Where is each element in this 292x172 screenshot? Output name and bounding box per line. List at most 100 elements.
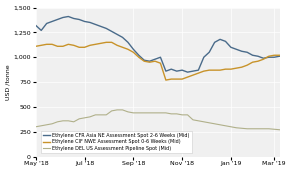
Ethylene DEL US Assessment Pipeline Spot (Mid) xyxy=(94,114,97,116)
Ethylene CFR Asia NE Assessment Spot 2-6 Weeks (Mid) xyxy=(240,50,244,52)
Ethylene DEL US Assessment Pipeline Spot (Mid) xyxy=(207,122,211,124)
Ethylene DEL US Assessment Pipeline Spot (Mid) xyxy=(61,120,65,122)
Ethylene CFR Asia NE Assessment Spot 2-6 Weeks (Mid) xyxy=(67,15,70,18)
Ethylene DEL US Assessment Pipeline Spot (Mid) xyxy=(267,128,271,130)
Ethylene CFR Asia NE Assessment Spot 2-6 Weeks (Mid) xyxy=(88,22,92,24)
Ethylene CFR Asia NE Assessment Spot 2-6 Weeks (Mid) xyxy=(234,48,238,50)
Ethylene CFR Asia NE Assessment Spot 2-6 Weeks (Mid) xyxy=(72,17,76,19)
Ethylene DEL US Assessment Pipeline Spot (Mid) xyxy=(251,128,254,130)
Ethylene CIF NWE Assessment Spot 0-6 Weeks (Mid) xyxy=(213,69,216,71)
Ethylene CIF NWE Assessment Spot 0-6 Weeks (Mid) xyxy=(115,44,119,46)
Line: Ethylene DEL US Assessment Pipeline Spot (Mid): Ethylene DEL US Assessment Pipeline Spot… xyxy=(36,110,280,130)
Ethylene CIF NWE Assessment Spot 0-6 Weeks (Mid) xyxy=(234,67,238,69)
Ethylene CIF NWE Assessment Spot 0-6 Weeks (Mid) xyxy=(94,43,97,45)
Ethylene CFR Asia NE Assessment Spot 2-6 Weeks (Mid) xyxy=(39,29,43,31)
Ethylene CIF NWE Assessment Spot 0-6 Weeks (Mid) xyxy=(229,68,233,70)
Ethylene CFR Asia NE Assessment Spot 2-6 Weeks (Mid) xyxy=(207,51,211,53)
Ethylene DEL US Assessment Pipeline Spot (Mid) xyxy=(34,126,38,128)
Ethylene DEL US Assessment Pipeline Spot (Mid) xyxy=(72,121,76,123)
Ethylene DEL US Assessment Pipeline Spot (Mid) xyxy=(213,123,216,125)
Ethylene DEL US Assessment Pipeline Spot (Mid) xyxy=(180,114,184,116)
Ethylene DEL US Assessment Pipeline Spot (Mid) xyxy=(137,112,140,114)
Ethylene CIF NWE Assessment Spot 0-6 Weeks (Mid) xyxy=(186,76,189,78)
Ethylene CFR Asia NE Assessment Spot 2-6 Weeks (Mid) xyxy=(272,56,276,58)
Ethylene CIF NWE Assessment Spot 0-6 Weeks (Mid) xyxy=(170,78,173,80)
Ethylene CIF NWE Assessment Spot 0-6 Weeks (Mid) xyxy=(34,45,38,47)
Ethylene CIF NWE Assessment Spot 0-6 Weeks (Mid) xyxy=(197,72,200,74)
Ethylene DEL US Assessment Pipeline Spot (Mid) xyxy=(218,124,222,126)
Ethylene CIF NWE Assessment Spot 0-6 Weeks (Mid) xyxy=(83,46,86,48)
Ethylene CFR Asia NE Assessment Spot 2-6 Weeks (Mid) xyxy=(56,18,59,20)
Ethylene CIF NWE Assessment Spot 0-6 Weeks (Mid) xyxy=(56,45,59,47)
Ethylene CIF NWE Assessment Spot 0-6 Weeks (Mid) xyxy=(88,44,92,46)
Ethylene CIF NWE Assessment Spot 0-6 Weeks (Mid) xyxy=(245,64,249,66)
Ethylene CFR Asia NE Assessment Spot 2-6 Weeks (Mid) xyxy=(229,46,233,48)
Ethylene CFR Asia NE Assessment Spot 2-6 Weeks (Mid) xyxy=(197,69,200,71)
Legend: Ethylene CFR Asia NE Assessment Spot 2-6 Weeks (Mid), Ethylene CIF NWE Assessmen: Ethylene CFR Asia NE Assessment Spot 2-6… xyxy=(41,131,192,153)
Ethylene CFR Asia NE Assessment Spot 2-6 Weeks (Mid) xyxy=(148,60,151,62)
Ethylene DEL US Assessment Pipeline Spot (Mid) xyxy=(159,112,162,114)
Ethylene DEL US Assessment Pipeline Spot (Mid) xyxy=(67,120,70,122)
Ethylene DEL US Assessment Pipeline Spot (Mid) xyxy=(245,128,249,130)
Ethylene CIF NWE Assessment Spot 0-6 Weeks (Mid) xyxy=(262,58,265,60)
Ethylene CFR Asia NE Assessment Spot 2-6 Weeks (Mid) xyxy=(105,27,108,29)
Ethylene DEL US Assessment Pipeline Spot (Mid) xyxy=(164,112,168,114)
Ethylene DEL US Assessment Pipeline Spot (Mid) xyxy=(262,128,265,130)
Ethylene CFR Asia NE Assessment Spot 2-6 Weeks (Mid) xyxy=(121,36,124,38)
Ethylene CIF NWE Assessment Spot 0-6 Weeks (Mid) xyxy=(224,68,227,70)
Ethylene DEL US Assessment Pipeline Spot (Mid) xyxy=(105,114,108,116)
Ethylene DEL US Assessment Pipeline Spot (Mid) xyxy=(77,118,81,120)
Ethylene CFR Asia NE Assessment Spot 2-6 Weeks (Mid) xyxy=(245,51,249,53)
Ethylene CIF NWE Assessment Spot 0-6 Weeks (Mid) xyxy=(207,69,211,71)
Ethylene CFR Asia NE Assessment Spot 2-6 Weeks (Mid) xyxy=(34,24,38,26)
Ethylene CFR Asia NE Assessment Spot 2-6 Weeks (Mid) xyxy=(159,56,162,58)
Ethylene CIF NWE Assessment Spot 0-6 Weeks (Mid) xyxy=(110,41,113,43)
Ethylene DEL US Assessment Pipeline Spot (Mid) xyxy=(126,111,130,113)
Y-axis label: USD /tonne: USD /tonne xyxy=(6,64,11,100)
Line: Ethylene CFR Asia NE Assessment Spot 2-6 Weeks (Mid): Ethylene CFR Asia NE Assessment Spot 2-6… xyxy=(36,17,280,72)
Line: Ethylene CIF NWE Assessment Spot 0-6 Weeks (Mid): Ethylene CIF NWE Assessment Spot 0-6 Wee… xyxy=(36,42,280,80)
Ethylene CIF NWE Assessment Spot 0-6 Weeks (Mid) xyxy=(272,54,276,56)
Ethylene CIF NWE Assessment Spot 0-6 Weeks (Mid) xyxy=(153,60,157,62)
Ethylene DEL US Assessment Pipeline Spot (Mid) xyxy=(88,116,92,118)
Ethylene CFR Asia NE Assessment Spot 2-6 Weeks (Mid) xyxy=(180,69,184,71)
Ethylene DEL US Assessment Pipeline Spot (Mid) xyxy=(45,124,48,126)
Ethylene CFR Asia NE Assessment Spot 2-6 Weeks (Mid) xyxy=(213,41,216,43)
Ethylene DEL US Assessment Pipeline Spot (Mid) xyxy=(197,120,200,122)
Ethylene CFR Asia NE Assessment Spot 2-6 Weeks (Mid) xyxy=(164,70,168,72)
Ethylene CFR Asia NE Assessment Spot 2-6 Weeks (Mid) xyxy=(267,56,271,58)
Ethylene CFR Asia NE Assessment Spot 2-6 Weeks (Mid) xyxy=(262,57,265,59)
Ethylene CFR Asia NE Assessment Spot 2-6 Weeks (Mid) xyxy=(218,38,222,40)
Ethylene CFR Asia NE Assessment Spot 2-6 Weeks (Mid) xyxy=(94,23,97,25)
Ethylene CFR Asia NE Assessment Spot 2-6 Weeks (Mid) xyxy=(175,70,178,72)
Ethylene DEL US Assessment Pipeline Spot (Mid) xyxy=(121,109,124,111)
Ethylene DEL US Assessment Pipeline Spot (Mid) xyxy=(50,123,54,125)
Ethylene DEL US Assessment Pipeline Spot (Mid) xyxy=(56,121,59,123)
Ethylene DEL US Assessment Pipeline Spot (Mid) xyxy=(110,110,113,112)
Ethylene CFR Asia NE Assessment Spot 2-6 Weeks (Mid) xyxy=(142,59,146,61)
Ethylene DEL US Assessment Pipeline Spot (Mid) xyxy=(148,112,151,114)
Ethylene CIF NWE Assessment Spot 0-6 Weeks (Mid) xyxy=(39,44,43,46)
Ethylene CIF NWE Assessment Spot 0-6 Weeks (Mid) xyxy=(191,74,195,76)
Ethylene CIF NWE Assessment Spot 0-6 Weeks (Mid) xyxy=(202,70,206,72)
Ethylene CFR Asia NE Assessment Spot 2-6 Weeks (Mid) xyxy=(251,54,254,56)
Ethylene CIF NWE Assessment Spot 0-6 Weeks (Mid) xyxy=(240,66,244,68)
Ethylene CFR Asia NE Assessment Spot 2-6 Weeks (Mid) xyxy=(186,71,189,73)
Ethylene CIF NWE Assessment Spot 0-6 Weeks (Mid) xyxy=(45,43,48,45)
Ethylene CIF NWE Assessment Spot 0-6 Weeks (Mid) xyxy=(50,43,54,45)
Ethylene DEL US Assessment Pipeline Spot (Mid) xyxy=(115,109,119,111)
Ethylene DEL US Assessment Pipeline Spot (Mid) xyxy=(234,127,238,129)
Ethylene CIF NWE Assessment Spot 0-6 Weeks (Mid) xyxy=(132,51,135,53)
Ethylene CIF NWE Assessment Spot 0-6 Weeks (Mid) xyxy=(137,56,140,58)
Ethylene CFR Asia NE Assessment Spot 2-6 Weeks (Mid) xyxy=(83,20,86,23)
Ethylene CIF NWE Assessment Spot 0-6 Weeks (Mid) xyxy=(278,54,281,56)
Ethylene CFR Asia NE Assessment Spot 2-6 Weeks (Mid) xyxy=(278,55,281,57)
Ethylene CFR Asia NE Assessment Spot 2-6 Weeks (Mid) xyxy=(99,25,102,28)
Ethylene CFR Asia NE Assessment Spot 2-6 Weeks (Mid) xyxy=(224,40,227,42)
Ethylene CFR Asia NE Assessment Spot 2-6 Weeks (Mid) xyxy=(191,70,195,72)
Ethylene CFR Asia NE Assessment Spot 2-6 Weeks (Mid) xyxy=(137,54,140,56)
Ethylene DEL US Assessment Pipeline Spot (Mid) xyxy=(202,121,206,123)
Ethylene DEL US Assessment Pipeline Spot (Mid) xyxy=(186,114,189,116)
Ethylene DEL US Assessment Pipeline Spot (Mid) xyxy=(153,112,157,114)
Ethylene DEL US Assessment Pipeline Spot (Mid) xyxy=(240,127,244,129)
